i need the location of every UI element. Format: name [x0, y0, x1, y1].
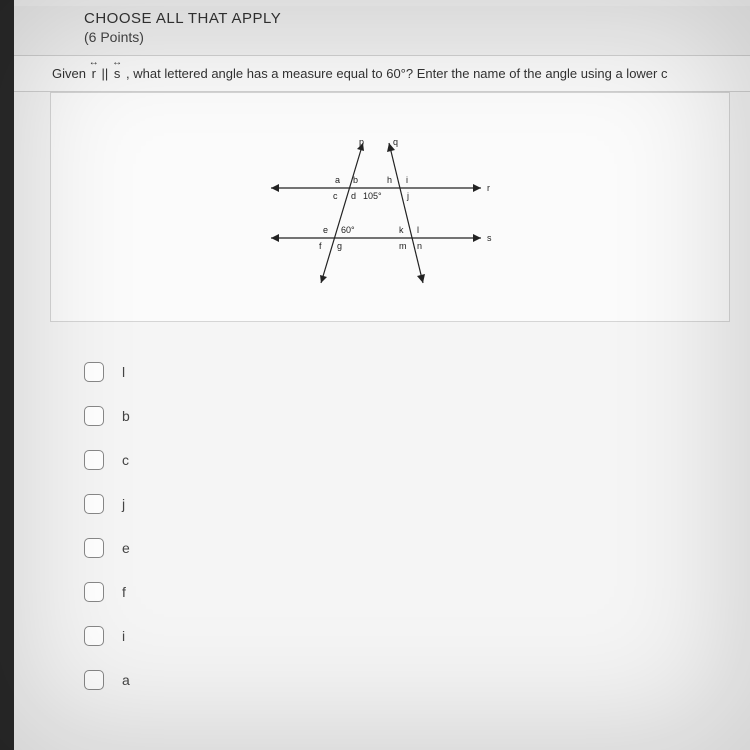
angle-f: f: [319, 241, 322, 251]
option-label: i: [122, 628, 125, 644]
option-row[interactable]: l: [84, 362, 750, 382]
q-prefix: Given: [52, 66, 90, 81]
header-title: CHOOSE ALL THAT APPLY: [84, 10, 722, 27]
label-r: r: [487, 183, 490, 193]
question-header: CHOOSE ALL THAT APPLY (6 Points): [14, 6, 750, 55]
option-row[interactable]: i: [84, 626, 750, 646]
option-row[interactable]: f: [84, 582, 750, 602]
angle-n: n: [417, 241, 422, 251]
line-s-symbol: s: [112, 66, 123, 81]
q-suffix: , what lettered angle has a measure equa…: [126, 66, 667, 81]
angle-60: 60°: [341, 225, 355, 235]
option-row[interactable]: e: [84, 538, 750, 558]
angle-l: l: [417, 225, 419, 235]
checkbox[interactable]: [84, 362, 104, 382]
angle-h: h: [387, 175, 392, 185]
angle-c: c: [333, 191, 338, 201]
q-parallel: ||: [102, 66, 112, 81]
geometry-diagram: r s p q a b c d h i 105° j e 60°: [251, 133, 511, 293]
page: CHOOSE ALL THAT APPLY (6 Points) Given r…: [0, 0, 750, 750]
checkbox[interactable]: [84, 494, 104, 514]
diagram-container: r s p q a b c d h i 105° j e 60°: [50, 92, 730, 322]
option-label: e: [122, 540, 130, 556]
angle-a: a: [335, 175, 340, 185]
angle-b: b: [353, 175, 358, 185]
checkbox[interactable]: [84, 626, 104, 646]
label-s: s: [487, 233, 492, 243]
question-text: Given r || s , what lettered angle has a…: [14, 55, 750, 92]
option-label: l: [122, 364, 125, 380]
option-label: f: [122, 584, 126, 600]
checkbox[interactable]: [84, 406, 104, 426]
checkbox[interactable]: [84, 670, 104, 690]
angle-d: d: [351, 191, 356, 201]
angle-i: i: [406, 175, 408, 185]
option-row[interactable]: b: [84, 406, 750, 426]
device-edge: [0, 0, 14, 750]
line-r-symbol: r: [90, 66, 98, 81]
option-row[interactable]: a: [84, 670, 750, 690]
label-q: q: [393, 137, 398, 147]
option-row[interactable]: c: [84, 450, 750, 470]
angle-m: m: [399, 241, 407, 251]
angle-j: j: [406, 191, 409, 201]
option-row[interactable]: j: [84, 494, 750, 514]
angle-g: g: [337, 241, 342, 251]
angle-k: k: [399, 225, 404, 235]
checkbox[interactable]: [84, 582, 104, 602]
angle-e: e: [323, 225, 328, 235]
checkbox[interactable]: [84, 450, 104, 470]
option-label: c: [122, 452, 129, 468]
checkbox[interactable]: [84, 538, 104, 558]
option-label: b: [122, 408, 130, 424]
option-label: a: [122, 672, 130, 688]
header-points: (6 Points): [84, 29, 722, 45]
options-list: l b c j e f i: [84, 362, 750, 690]
content: CHOOSE ALL THAT APPLY (6 Points) Given r…: [14, 0, 750, 690]
label-p: p: [359, 137, 364, 147]
angle-105: 105°: [363, 191, 382, 201]
option-label: j: [122, 496, 125, 512]
